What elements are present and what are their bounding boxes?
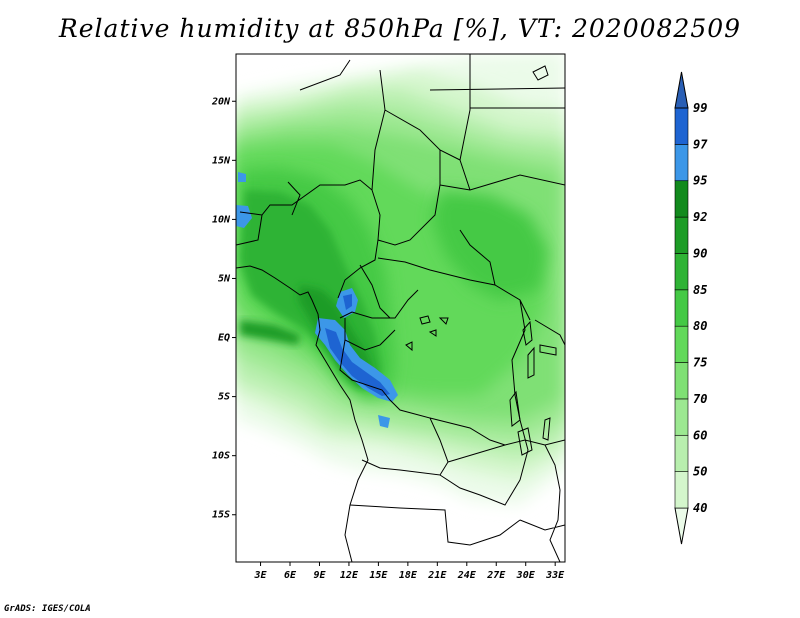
map-frame	[235, 53, 566, 563]
colorbar-segment	[674, 398, 689, 436]
lon-tick-label: 9E	[313, 570, 326, 581]
lat-tick-label: 5S	[218, 392, 230, 403]
humidity-fill-97	[325, 328, 390, 396]
colorbar-label: 95	[693, 174, 707, 188]
lon-tick-label: 30E	[516, 570, 536, 581]
colorbar-label: 99	[693, 101, 707, 115]
lon-tick-label: 3E	[254, 570, 268, 581]
lat-tick-label: 15N	[212, 155, 231, 166]
colorbar-segment	[674, 434, 689, 472]
colorbar-segment	[674, 471, 689, 509]
colorbar-segment	[674, 325, 689, 363]
humidity-fill-97b	[343, 294, 352, 310]
colorbar-label: 97	[693, 137, 708, 151]
country-borders	[236, 54, 565, 562]
border-lines	[236, 54, 565, 562]
lon-tick-label: 27E	[486, 570, 506, 581]
lat-tick-label: 15S	[212, 510, 230, 521]
colorbar: 40 50 60 70 75 80 85 90 92 95 97 99	[674, 71, 708, 545]
lon-tick-label: 24E	[457, 570, 477, 581]
colorbar-segment	[674, 107, 689, 145]
colorbar-label: 60	[693, 428, 707, 442]
humidity-fill-95c	[236, 205, 252, 228]
grads-credit: GrADS: IGES/COLA	[4, 604, 91, 614]
lat-tick-label: 10S	[212, 451, 230, 462]
colorbar-label: 50	[693, 465, 707, 479]
humidity-fill-95e	[378, 415, 390, 428]
colorbar-segment	[674, 253, 689, 291]
lat-tick-label: 20N	[211, 96, 231, 107]
colorbar-segment	[674, 180, 689, 218]
map-title: Relative humidity at 850hPa [%], VT: 202…	[58, 14, 742, 43]
colorbar-arrow-top	[674, 71, 689, 109]
lat-tick-label: EQ	[218, 333, 230, 344]
colorbar-label: 80	[693, 319, 707, 333]
lon-tick-label: 12E	[340, 570, 359, 581]
lat-tick-label: 5N	[218, 273, 231, 284]
humidity-fill-85b	[432, 190, 548, 300]
colorbar-arrow-bottom	[674, 507, 689, 545]
lon-tick-label: 21E	[427, 570, 447, 581]
map-panel	[235, 53, 566, 563]
humidity-fill-92b	[240, 320, 300, 345]
colorbar-label: 92	[693, 210, 707, 224]
lon-tick-label: 6E	[284, 570, 297, 581]
lon-tick-label: 18E	[399, 570, 418, 581]
colorbar-label: 85	[693, 283, 707, 297]
colorbar-label: 90	[693, 246, 707, 260]
colorbar-label: 70	[693, 392, 707, 406]
colorbar-segment	[674, 362, 689, 400]
humidity-fill-95d	[238, 172, 246, 182]
colorbar-label: 75	[693, 356, 707, 370]
colorbar-segment	[674, 216, 689, 254]
latitude-axis: 20N 15N 10N 5N EQ 5S 10S 15S	[211, 96, 236, 521]
coastline	[236, 265, 369, 562]
lon-tick-label: 33E	[545, 570, 565, 581]
colorbar-segment	[674, 144, 689, 182]
humidity-field	[236, 54, 565, 505]
lon-tick-label: 15E	[369, 570, 388, 581]
colorbar-segment	[674, 289, 689, 327]
lake-outlines	[405, 65, 557, 456]
longitude-axis: 3E 6E 9E 12E 15E 18E 21E 24E 27E 30E 33E	[254, 562, 565, 581]
lat-tick-label: 10N	[212, 214, 231, 225]
colorbar-label: 40	[693, 501, 707, 515]
